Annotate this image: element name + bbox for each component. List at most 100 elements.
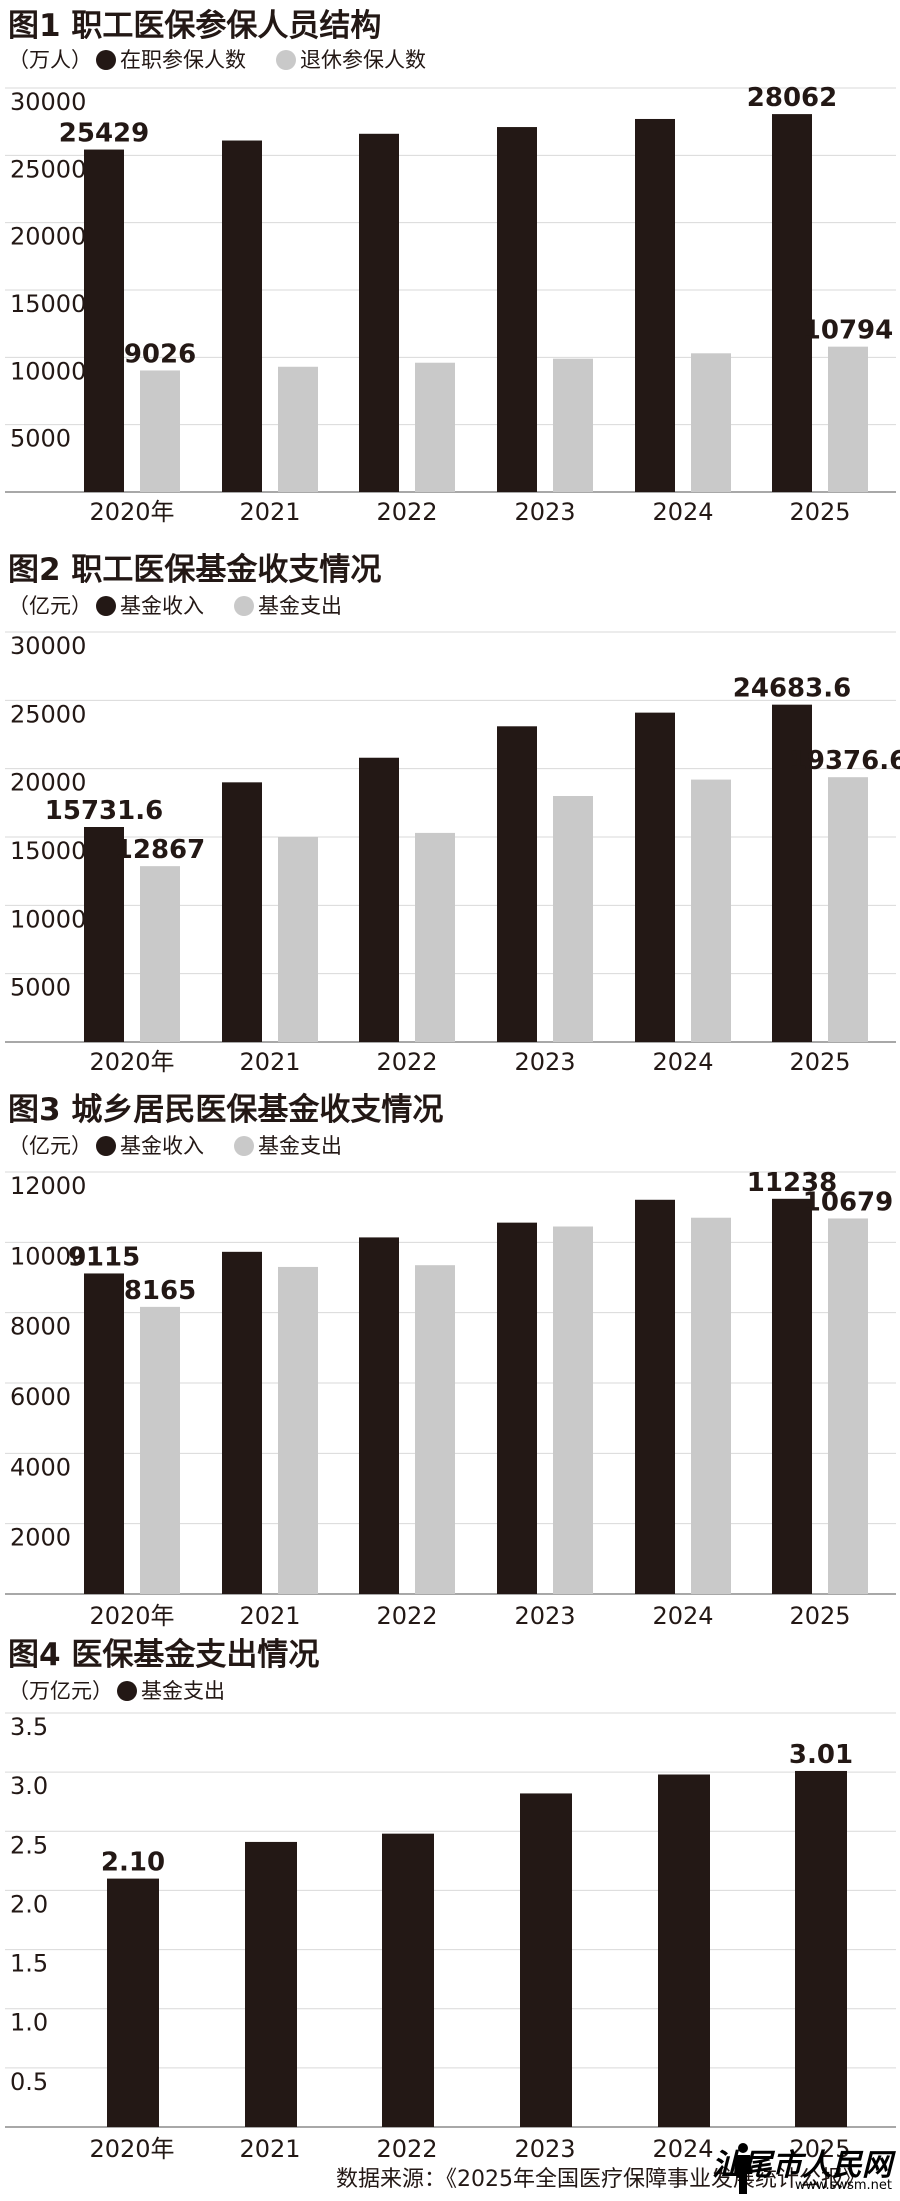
chart-legend: （万人） 在职参保人数 退休参保人数 <box>8 46 456 74</box>
y-tick-label: 6000 <box>10 1383 71 1411</box>
chart-plot: 5000 10000 15000 20000 25000 30000 15731.6 1286… <box>5 631 900 1076</box>
x-tick-label: 2020年 <box>89 1048 174 1076</box>
x-tick-label: 2020年 <box>89 2135 174 2163</box>
legend-label: 基金支出 <box>258 594 342 618</box>
x-tick-label: 2024 <box>652 1602 713 1630</box>
unit-label: （亿元） <box>8 1134 92 1158</box>
chart-plot: 0.5 1.0 1.5 2.0 2.5 3.0 3.5 2.10 3.01 2020年 2021 20… <box>5 1712 896 2163</box>
y-tick-label: 4000 <box>10 1453 71 1481</box>
y-tick-label: 2000 <box>10 1524 71 1552</box>
bar <box>140 866 180 1042</box>
bar <box>222 140 262 492</box>
y-tick-label: 30000 <box>10 88 86 116</box>
chart-legend: （亿元） 基金收入 基金支出 <box>8 1132 372 1160</box>
bar <box>84 1273 124 1594</box>
bar <box>497 1222 537 1594</box>
x-tick-label: 2025 <box>789 2135 850 2163</box>
legend-swatch <box>96 596 116 616</box>
bar <box>553 796 593 1042</box>
bar <box>278 837 318 1042</box>
watermark-text: 汕尾市人民网 <box>712 2148 892 2183</box>
bar <box>415 1265 455 1594</box>
chart-title: 图4 医保基金支出情况 <box>8 1637 320 1673</box>
legend-item: 基金支出 <box>117 1677 225 1705</box>
bar <box>553 1226 593 1594</box>
y-tick-label: 8000 <box>10 1313 71 1341</box>
chart-block-3: 图3 城乡居民医保基金收支情况 （亿元） 基金收入 基金支出 2000 4000 6… <box>0 1088 900 1633</box>
y-tick-label: 12000 <box>10 1172 86 1200</box>
y-tick-label: 25000 <box>10 155 86 183</box>
y-tick-label: 0.5 <box>10 2068 48 2096</box>
data-label: 19376.6 <box>789 746 900 776</box>
x-tick-label: 2021 <box>239 498 300 526</box>
legend-label: 退休参保人数 <box>300 48 426 72</box>
legend-item: 基金支出 <box>234 1132 342 1160</box>
x-tick-label: 2022 <box>376 1048 437 1076</box>
x-tick-label: 2023 <box>514 498 575 526</box>
bar <box>553 358 593 492</box>
x-tick-label: 2021 <box>239 2135 300 2163</box>
bar <box>497 726 537 1042</box>
x-tick-label: 2020年 <box>89 1602 174 1630</box>
legend-label: 基金支出 <box>258 1134 342 1158</box>
bar <box>828 346 868 492</box>
legend-label: 基金收入 <box>120 594 204 618</box>
y-tick-label: 5000 <box>10 425 71 453</box>
chart-plot: 5000 10000 15000 20000 25000 30000 25429 9026 28… <box>5 83 896 526</box>
bar <box>691 1217 731 1594</box>
chart-title: 图3 城乡居民医保基金收支情况 <box>8 1092 444 1128</box>
bar <box>635 1199 675 1594</box>
y-tick-label: 20000 <box>10 223 86 251</box>
x-tick-label: 2022 <box>376 498 437 526</box>
unit-label: （万亿元） <box>8 1679 113 1703</box>
data-label: 9115 <box>68 1242 140 1272</box>
x-tick-label: 2025 <box>789 1048 850 1076</box>
bar <box>359 757 399 1042</box>
bar <box>278 366 318 492</box>
y-tick-label: 3.0 <box>10 1772 48 1800</box>
bar <box>691 353 731 492</box>
x-tick-label: 2024 <box>652 498 713 526</box>
data-label: 25429 <box>59 119 149 149</box>
bar <box>520 1793 572 2127</box>
x-tick-label: 2023 <box>514 2135 575 2163</box>
bar <box>795 1770 847 2127</box>
bar <box>140 1306 180 1594</box>
y-tick-label: 15000 <box>10 290 86 318</box>
x-tick-label: 2024 <box>652 1048 713 1076</box>
x-tick-label: 2024 <box>652 2135 713 2163</box>
bar <box>415 832 455 1042</box>
x-tick-label: 2022 <box>376 2135 437 2163</box>
x-tick-label: 2020年 <box>89 498 174 526</box>
unit-label: （亿元） <box>8 594 92 618</box>
bar <box>772 1198 812 1594</box>
x-tick-label: 2023 <box>514 1602 575 1630</box>
bar <box>359 1237 399 1594</box>
x-tick-label: 2025 <box>789 498 850 526</box>
person-figure-icon <box>734 2143 752 2194</box>
legend-swatch <box>96 1136 116 1156</box>
legend-item: 退休参保人数 <box>276 46 426 74</box>
data-label: 2.10 <box>101 1848 165 1878</box>
y-tick-label: 10000 <box>10 1242 86 1270</box>
legend-swatch <box>96 50 116 70</box>
y-tick-label: 2.5 <box>10 1831 48 1859</box>
y-tick-label: 10000 <box>10 905 86 933</box>
data-label: 10794 <box>803 316 893 346</box>
x-tick-label: 2022 <box>376 1602 437 1630</box>
chart-title: 图2 职工医保基金收支情况 <box>8 552 382 588</box>
legend-label: 基金支出 <box>141 1679 225 1703</box>
bar <box>222 782 262 1042</box>
legend-item: 基金支出 <box>234 592 342 620</box>
x-tick-label: 2021 <box>239 1602 300 1630</box>
data-source-note: 数据来源：《2025年全国医疗保障事业发展统计公报》 <box>336 2167 865 2192</box>
legend-swatch <box>234 1136 254 1156</box>
y-tick-label: 30000 <box>10 632 86 660</box>
data-label: 9026 <box>124 339 196 369</box>
legend-label: 在职参保人数 <box>120 48 246 72</box>
bar <box>828 1218 868 1594</box>
bar <box>691 779 731 1042</box>
bar <box>635 712 675 1042</box>
bar <box>107 1878 159 2127</box>
chart-legend: （亿元） 基金收入 基金支出 <box>8 592 372 620</box>
